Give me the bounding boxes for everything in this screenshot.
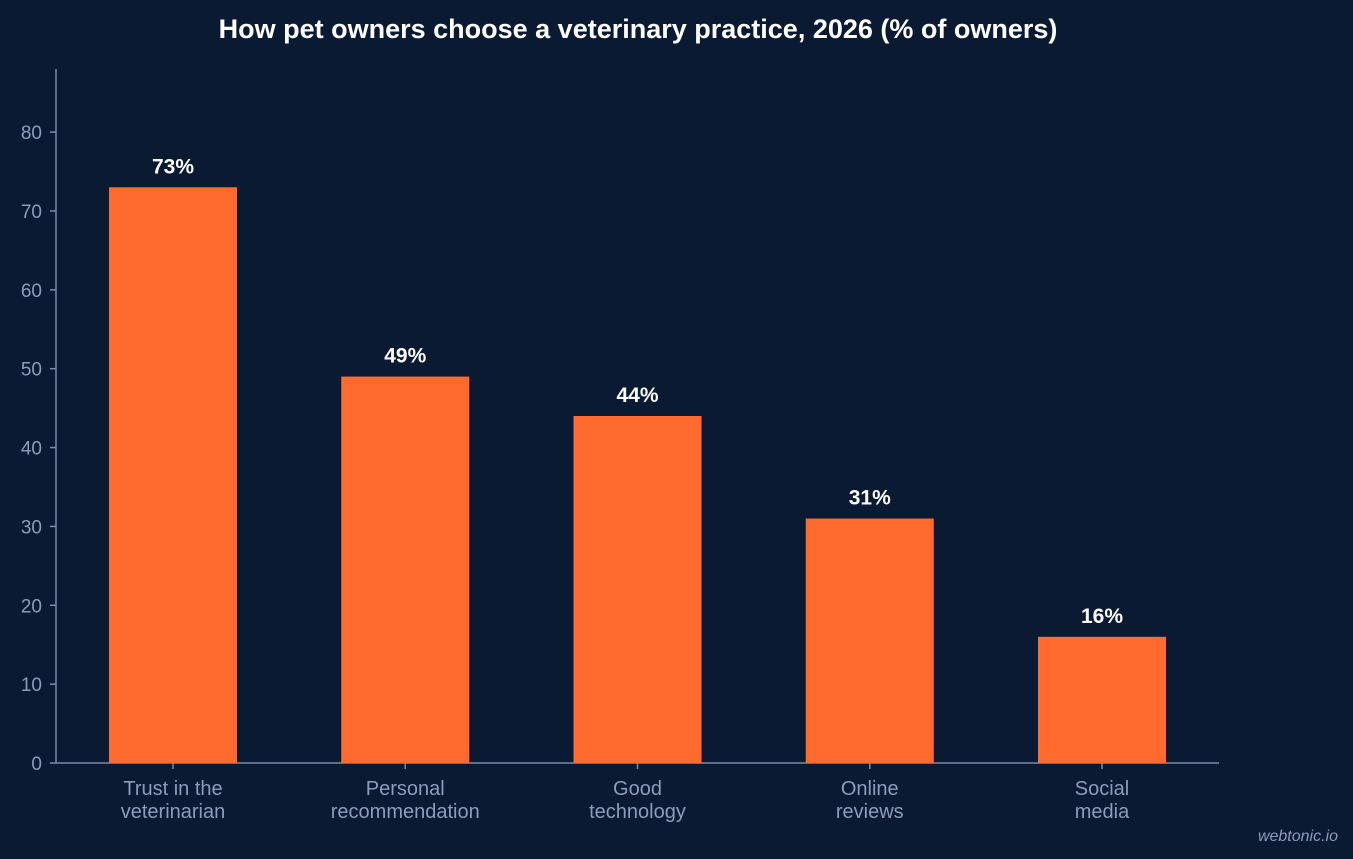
x-tick-label: Online (841, 778, 899, 800)
value-labels: 73% 49% 44% 31% 16% (152, 155, 1123, 628)
x-tick-label: technology (589, 801, 686, 823)
value-label: 16% (1081, 605, 1123, 628)
y-tick-label: 10 (21, 675, 42, 696)
y-tick-label: 50 (21, 360, 42, 381)
value-label: 73% (152, 155, 194, 178)
bar (1038, 636, 1166, 763)
bars (109, 187, 1166, 763)
value-label: 49% (384, 345, 426, 368)
bar (573, 416, 702, 763)
y-tick-label: 30 (21, 517, 42, 538)
y-ticks: 0 10 20 30 40 50 60 70 80 (21, 123, 56, 775)
bar (805, 518, 934, 763)
y-tick-label: 80 (21, 123, 42, 144)
bar (109, 187, 237, 763)
x-tick-label: Social (1075, 778, 1129, 800)
x-tick-label: Personal (366, 778, 445, 800)
bar (341, 376, 470, 763)
x-tick-label: reviews (836, 801, 904, 823)
y-tick-label: 20 (21, 596, 42, 617)
y-tick-label: 70 (21, 202, 42, 223)
value-label: 44% (616, 384, 658, 407)
y-tick-label: 60 (21, 281, 42, 302)
x-tick-label: Trust in the (123, 778, 222, 800)
chart-title: How pet owners choose a veterinary pract… (219, 14, 1058, 44)
watermark: webtonic.io (1258, 828, 1338, 845)
x-tick-label: veterinarian (121, 801, 226, 823)
x-tick-label: media (1075, 801, 1130, 823)
y-tick-label: 0 (31, 754, 42, 775)
x-tick-label: Good (613, 778, 662, 800)
x-tick-label: recommendation (331, 801, 480, 823)
y-tick-label: 40 (21, 439, 42, 460)
value-label: 31% (849, 487, 891, 510)
